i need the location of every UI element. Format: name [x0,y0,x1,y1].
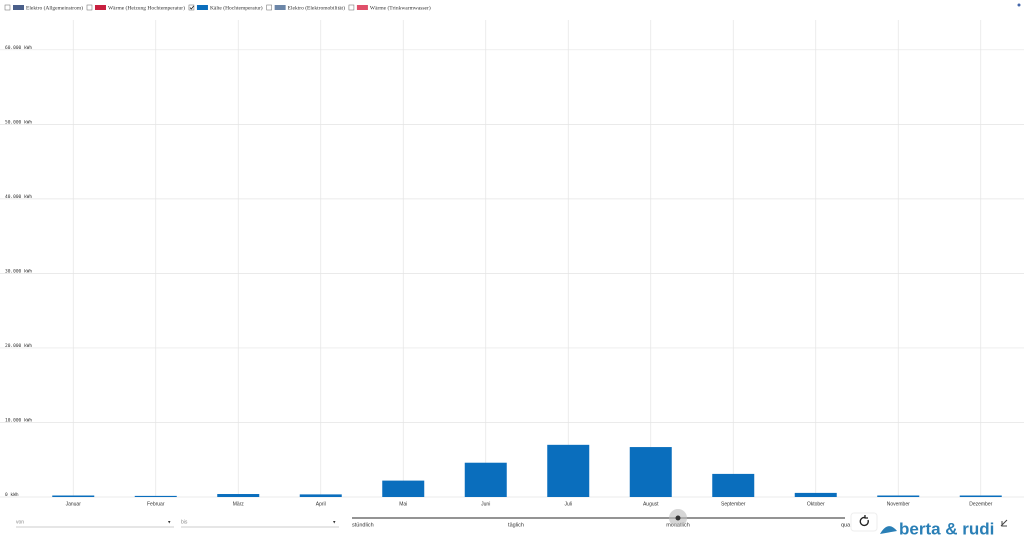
resolution-handle[interactable] [675,515,681,521]
x-tick-label: Dezember [969,501,992,507]
to-label: bis [181,519,188,525]
reset-button[interactable] [850,512,878,532]
y-tick-label: 30.000 kWh [5,268,32,274]
y-tick-label: 20.000 kWh [5,343,32,349]
bar [547,444,590,497]
bar [629,447,672,497]
legend-check [189,5,195,10]
y-tick-label: 60.000 kWh [5,45,32,51]
resolution-label[interactable]: stündlich [352,522,374,528]
brand-logo [880,526,897,534]
resolution-labels: stündlichtäglichmonatlichquar [352,509,852,528]
legend-checkbox[interactable] [348,4,355,11]
bar [794,492,837,497]
x-tick-label: November [887,501,910,507]
legend: Elektro (Allgemeinstrom) Wärme (Heizung H… [4,4,431,11]
legend-swatch [196,5,208,10]
x-tick-label: März [233,501,245,507]
y-tick-label: 0 kWh [5,492,19,498]
legend-label: Elektro (Allgemeinstrom) [26,4,83,11]
from-caret[interactable]: ▾ [168,519,171,525]
x-tick-label: Januar [66,501,82,507]
legend-label: Elektro (Elektromobilität) [288,4,345,11]
x-tick-label: Oktober [807,501,825,507]
resolution-label[interactable]: täglich [508,522,524,528]
legend-label: Kälte (Hochtemperatur) [210,4,263,11]
x-tick-label: September [721,501,746,507]
reset-icon[interactable] [859,515,869,527]
legend-label: Wärme (Trinkwarmwasser) [370,4,431,11]
y-tick-label: 10.000 kWh [5,417,32,423]
to-caret[interactable]: ▾ [333,519,336,525]
x-tick-label: Mai [399,501,407,507]
x-tick-label: Juli [564,501,572,507]
bar [52,495,95,497]
bar [959,495,1002,497]
x-tick-label: Juni [481,501,490,507]
legend-checkbox[interactable] [4,4,11,11]
bar [877,495,920,497]
bar [217,494,260,497]
legend-swatch [274,5,286,10]
bar [712,473,755,497]
bar [299,494,342,497]
y-tick-label: 50.000 kWh [5,119,32,125]
bar [382,480,425,497]
legend-swatch [94,5,106,10]
brand: berta & rudi [899,519,994,538]
legend-checkbox[interactable] [266,4,272,11]
legend-swatch [356,5,368,10]
x-tick-label: Februar [147,501,165,507]
bar [464,462,507,497]
status-dot [1017,3,1021,7]
legend-checkbox[interactable] [86,4,93,11]
x-tick-label: April [316,501,326,507]
bar [134,495,177,497]
x-tick-label: August [643,501,659,507]
legend-label: Wärme (Heizung Hochtemperatur) [108,4,185,11]
resolution-label[interactable]: quar [841,522,852,528]
y-tick-label: 40.000 kWh [5,194,32,200]
plot: 0 kWh 10.000 kWh 20.000 kWh 30.000 kWh 40.00… [0,20,1024,507]
legend-swatch [13,5,24,10]
from-label: von [16,519,24,525]
expand-icon[interactable] [1000,519,1008,527]
legend-checkbox[interactable] [188,4,195,11]
